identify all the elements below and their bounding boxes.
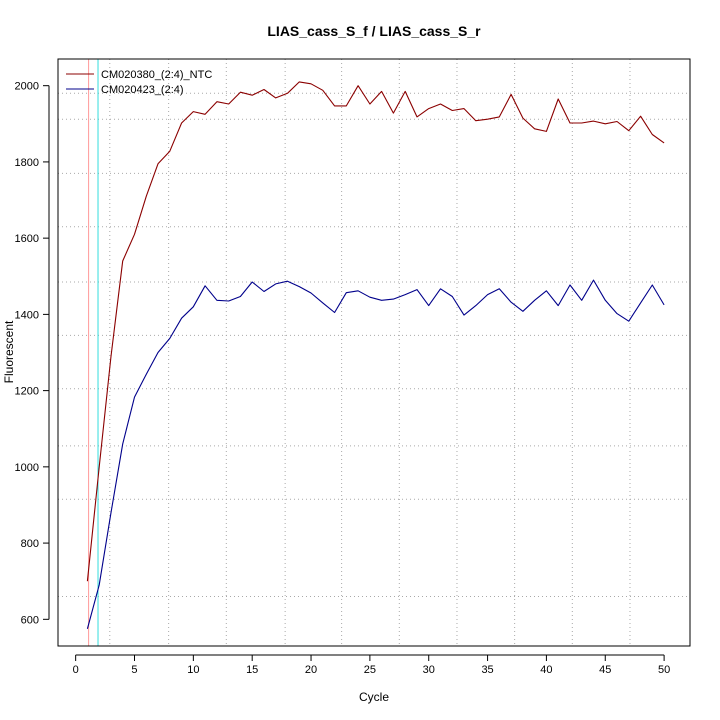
y-tick-label-2: 1000 <box>15 462 39 474</box>
x-tick-label-0: 0 <box>73 664 79 676</box>
series-line-1 <box>86 279 665 629</box>
x-tick-label-3: 15 <box>246 664 258 676</box>
x-tick-label-7: 35 <box>481 664 493 676</box>
y-tick-label-6: 1800 <box>15 157 39 169</box>
threshold-markers <box>88 59 99 646</box>
x-tick-label-10: 50 <box>658 664 670 676</box>
x-tick-label-9: 45 <box>599 664 611 676</box>
x-tick-label-6: 30 <box>423 664 435 676</box>
y-axis-label: Fluorescent <box>2 320 16 383</box>
y-tick-label-0: 600 <box>21 614 39 626</box>
series-line-0 <box>86 81 665 582</box>
y-tick-label-5: 1600 <box>15 233 39 245</box>
x-axis: 0 5 10 15 20 25 30 35 40 45 50 <box>73 654 670 676</box>
x-tick-label-4: 20 <box>305 664 317 676</box>
legend: CM020380_(2:4)_NTC CM020423_(2:4) <box>66 69 212 96</box>
chart-title: LIAS_cass_S_f / LIAS_cass_S_r <box>267 23 481 39</box>
y-tick-label-1: 800 <box>21 538 39 550</box>
plot-frame <box>57 58 691 647</box>
legend-label-1: CM020423_(2:4) <box>101 84 184 96</box>
y-tick-label-7: 2000 <box>15 81 39 93</box>
y-tick-label-4: 1400 <box>15 309 39 321</box>
y-tick-label-3: 1200 <box>15 386 39 398</box>
x-tick-label-5: 25 <box>364 664 376 676</box>
grid <box>58 59 690 646</box>
y-axis: 600 800 1000 1200 1400 1600 1800 2000 <box>15 81 50 626</box>
legend-label-0: CM020380_(2:4)_NTC <box>101 69 212 81</box>
x-tick-label-8: 40 <box>540 664 552 676</box>
x-tick-label-2: 10 <box>187 664 199 676</box>
x-tick-label-1: 5 <box>131 664 137 676</box>
x-axis-label: Cycle <box>359 690 389 704</box>
series-lines <box>86 81 665 629</box>
